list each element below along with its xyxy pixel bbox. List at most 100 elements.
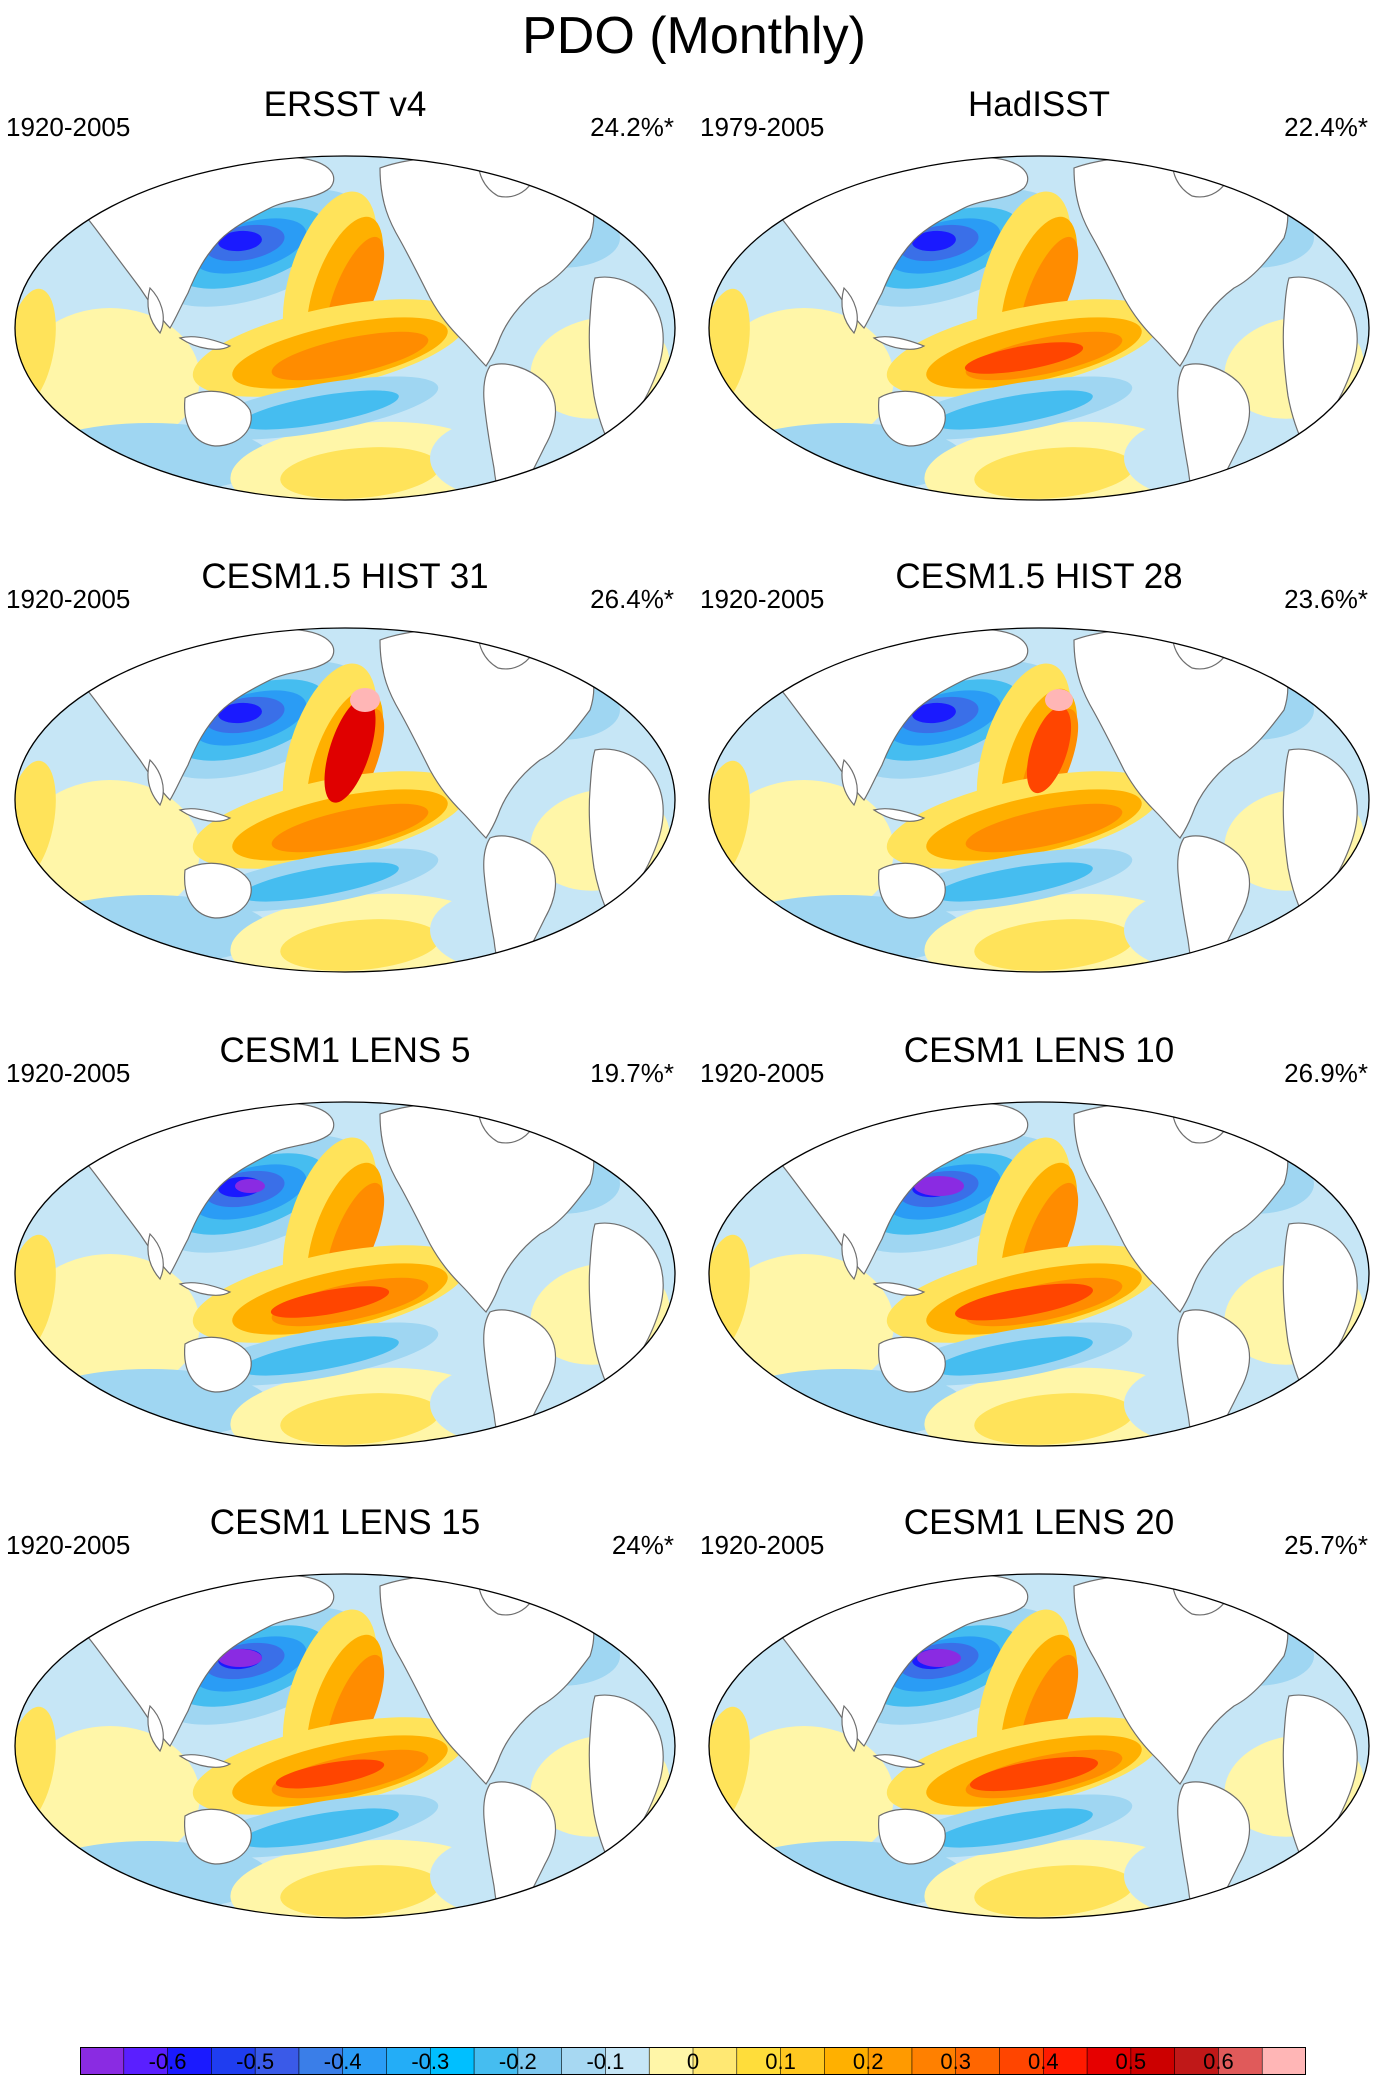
map-panel-ersst: ERSST v4 1920-2005 24.2%* — [0, 84, 690, 554]
indonesia-land — [872, 336, 926, 350]
sst-anomaly-region — [271, 331, 429, 381]
sst-anomaly-region — [935, 862, 1093, 902]
map-border — [708, 627, 1370, 973]
indonesia-land — [178, 1282, 232, 1296]
colorbar-swatch — [824, 2047, 869, 2075]
india-land — [841, 758, 858, 807]
indonesia-land — [178, 1754, 232, 1768]
figure-title: PDO (Monthly) — [522, 7, 866, 65]
colorbar-swatch — [254, 2047, 300, 2075]
sst-anomaly-region — [714, 780, 894, 920]
panel-title: CESM1.5 HIST 31 — [201, 557, 489, 596]
australia-land — [184, 1808, 252, 1865]
colorbar-swatch — [1174, 2047, 1220, 2075]
colorbar-tick-label: 0.4 — [1027, 2049, 1059, 2074]
colorbar-tick-label: -0.2 — [498, 2049, 537, 2074]
colorbar-tick-label: 0.3 — [940, 2049, 971, 2074]
sst-anomaly-region — [270, 1286, 390, 1318]
panel-title: CESM1 LENS 15 — [209, 1503, 481, 1542]
sst-anomaly-region — [974, 1393, 1134, 1445]
panel-period: 1920-2005 — [700, 584, 825, 614]
panel-title: ERSST v4 — [263, 85, 427, 124]
sst-anomaly-region — [912, 230, 956, 252]
panel-variance: 22.4%* — [1284, 112, 1368, 142]
india-land — [147, 286, 164, 335]
colorbar-tick-label: -0.1 — [586, 2049, 625, 2074]
panel-variance: 19.7%* — [590, 1058, 674, 1088]
sst-anomaly-region — [965, 803, 1123, 853]
panel-variance: 24%* — [611, 1530, 674, 1560]
colorbar-swatch — [561, 2047, 607, 2075]
antarctica-land — [762, 1454, 1316, 1493]
sst-anomaly-region — [241, 1336, 399, 1376]
sst-anomaly-region — [20, 1726, 200, 1866]
panel-title: CESM1 LENS 5 — [219, 1031, 471, 1070]
map-border — [14, 627, 676, 973]
australia-land — [184, 390, 252, 447]
map-panel-cesm1-lens-20: CESM1 LENS 20 1920-2005 25.7%* — [694, 1502, 1384, 1972]
ocean-field — [15, 1102, 675, 1446]
map-plot — [708, 155, 1370, 501]
colorbar-swatch — [1086, 2047, 1132, 2075]
sst-anomaly-region — [280, 1865, 440, 1917]
colorbar-swatch — [473, 2047, 519, 2075]
australia-land — [878, 390, 946, 447]
sst-anomaly-region — [935, 1336, 1093, 1376]
map-plot — [708, 1101, 1370, 1493]
ocean-field — [15, 628, 675, 1019]
map-plot — [14, 155, 676, 547]
south-america-land — [483, 835, 557, 972]
sst-anomaly-region — [935, 390, 1093, 430]
ocean-field — [709, 156, 1369, 500]
antarctica-land — [68, 508, 622, 547]
panel-variance: 26.9%* — [1284, 1058, 1368, 1088]
sst-anomaly-region — [935, 1808, 1093, 1848]
map-panel-cesm1-lens-5: CESM1 LENS 5 1920-2005 19.7%* — [0, 1030, 690, 1500]
colorbar-swatch — [736, 2047, 782, 2075]
australia-land — [184, 1336, 252, 1393]
south-america-land — [483, 1309, 557, 1446]
map-plot — [14, 1101, 676, 1447]
indonesia-land — [178, 336, 232, 350]
map-plot — [14, 627, 676, 1019]
colorbar-swatch — [80, 2047, 125, 2075]
colorbar-tick-label: 0.5 — [1115, 2049, 1147, 2074]
indonesia-land — [872, 808, 926, 822]
map-panel-cesm15-hist-28: CESM1.5 HIST 28 1920-2005 23.6%* — [694, 556, 1384, 1026]
south-america-land — [1177, 363, 1251, 500]
south-america-land — [1177, 1309, 1251, 1446]
sst-anomaly-region — [714, 1254, 894, 1394]
sst-anomaly-region — [917, 1649, 961, 1667]
sst-anomaly-region — [218, 230, 262, 252]
colorbar-swatch — [1130, 2047, 1176, 2075]
ocean-field — [709, 1574, 1369, 1918]
panel-title: CESM1 LENS 20 — [903, 1503, 1175, 1542]
colorbar-swatch — [692, 2047, 738, 2075]
map-border — [14, 155, 676, 501]
panel-title: CESM1.5 HIST 28 — [895, 557, 1183, 596]
colorbar-frame — [80, 2047, 1306, 2075]
indonesia-land — [178, 808, 232, 822]
sst-anomaly-region — [235, 1179, 265, 1193]
colorbar-swatch — [605, 2047, 651, 2075]
colorbar — [80, 2047, 1306, 2075]
antarctica-land — [68, 980, 622, 1019]
colorbar-tick-label: -0.3 — [411, 2049, 450, 2074]
india-land — [147, 1232, 164, 1281]
ocean-field — [15, 156, 675, 547]
india-land — [841, 1232, 858, 1281]
sst-anomaly-region — [964, 342, 1084, 374]
colorbar-swatch — [999, 2047, 1045, 2075]
colorbar-swatch — [648, 2047, 694, 2075]
map-border — [708, 1573, 1370, 1919]
south-america-land — [1177, 1781, 1251, 1918]
south-america-land — [483, 1781, 557, 1918]
ocean-field — [15, 1574, 675, 1918]
sst-anomaly-region — [955, 1283, 1093, 1321]
panel-period: 1920-2005 — [700, 1058, 825, 1088]
sst-anomaly-region — [280, 447, 440, 499]
sst-anomaly-region — [20, 780, 200, 920]
sst-anomaly-region — [1045, 689, 1073, 711]
india-land — [147, 758, 164, 807]
colorbar-tick-label: 0.6 — [1203, 2049, 1234, 2074]
